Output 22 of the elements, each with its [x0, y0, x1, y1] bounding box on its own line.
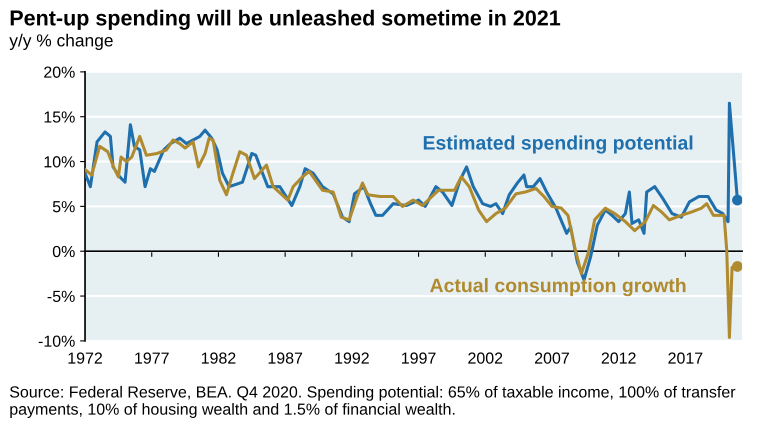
series-label: Estimated spending potential — [424, 135, 692, 154]
y-tick-label: 5% — [52, 201, 75, 212]
x-tick-label: 2007 — [535, 352, 569, 364]
x-tick-label: 2017 — [668, 352, 702, 364]
series-label: Actual consumption growth — [430, 278, 686, 296]
x-tick-label: 1982 — [202, 352, 236, 364]
x-tick-label: 2012 — [602, 352, 636, 364]
y-tick-label: 15% — [44, 111, 75, 123]
y-tick-label: -5% — [48, 290, 75, 302]
x-tick-label: 2002 — [468, 352, 502, 364]
x-tick-label: 1987 — [268, 352, 302, 364]
y-tick-label: -10% — [38, 336, 75, 347]
y-tick-label: 10% — [44, 156, 75, 168]
y-tick-label: 20% — [44, 66, 75, 78]
chart-subtitle: y/y % change — [9, 34, 113, 50]
x-tick-label: 1977 — [135, 352, 169, 364]
x-tick-label: 1997 — [402, 352, 436, 364]
x-tick-label: 1992 — [335, 352, 369, 364]
chart-title: Pent-up spending will be unleashed sometime in 2021 — [10, 10, 560, 30]
source-note: Source: Federal Reserve, BEA. Q4 2020. Spending potential: 65% of taxable income, 100% of transfer payments, 10% of housing wealth and 1.5% of financial wealth. — [10, 386, 736, 418]
x-tick-label: 1972 — [68, 352, 102, 364]
y-tick-label: 0% — [52, 246, 75, 258]
